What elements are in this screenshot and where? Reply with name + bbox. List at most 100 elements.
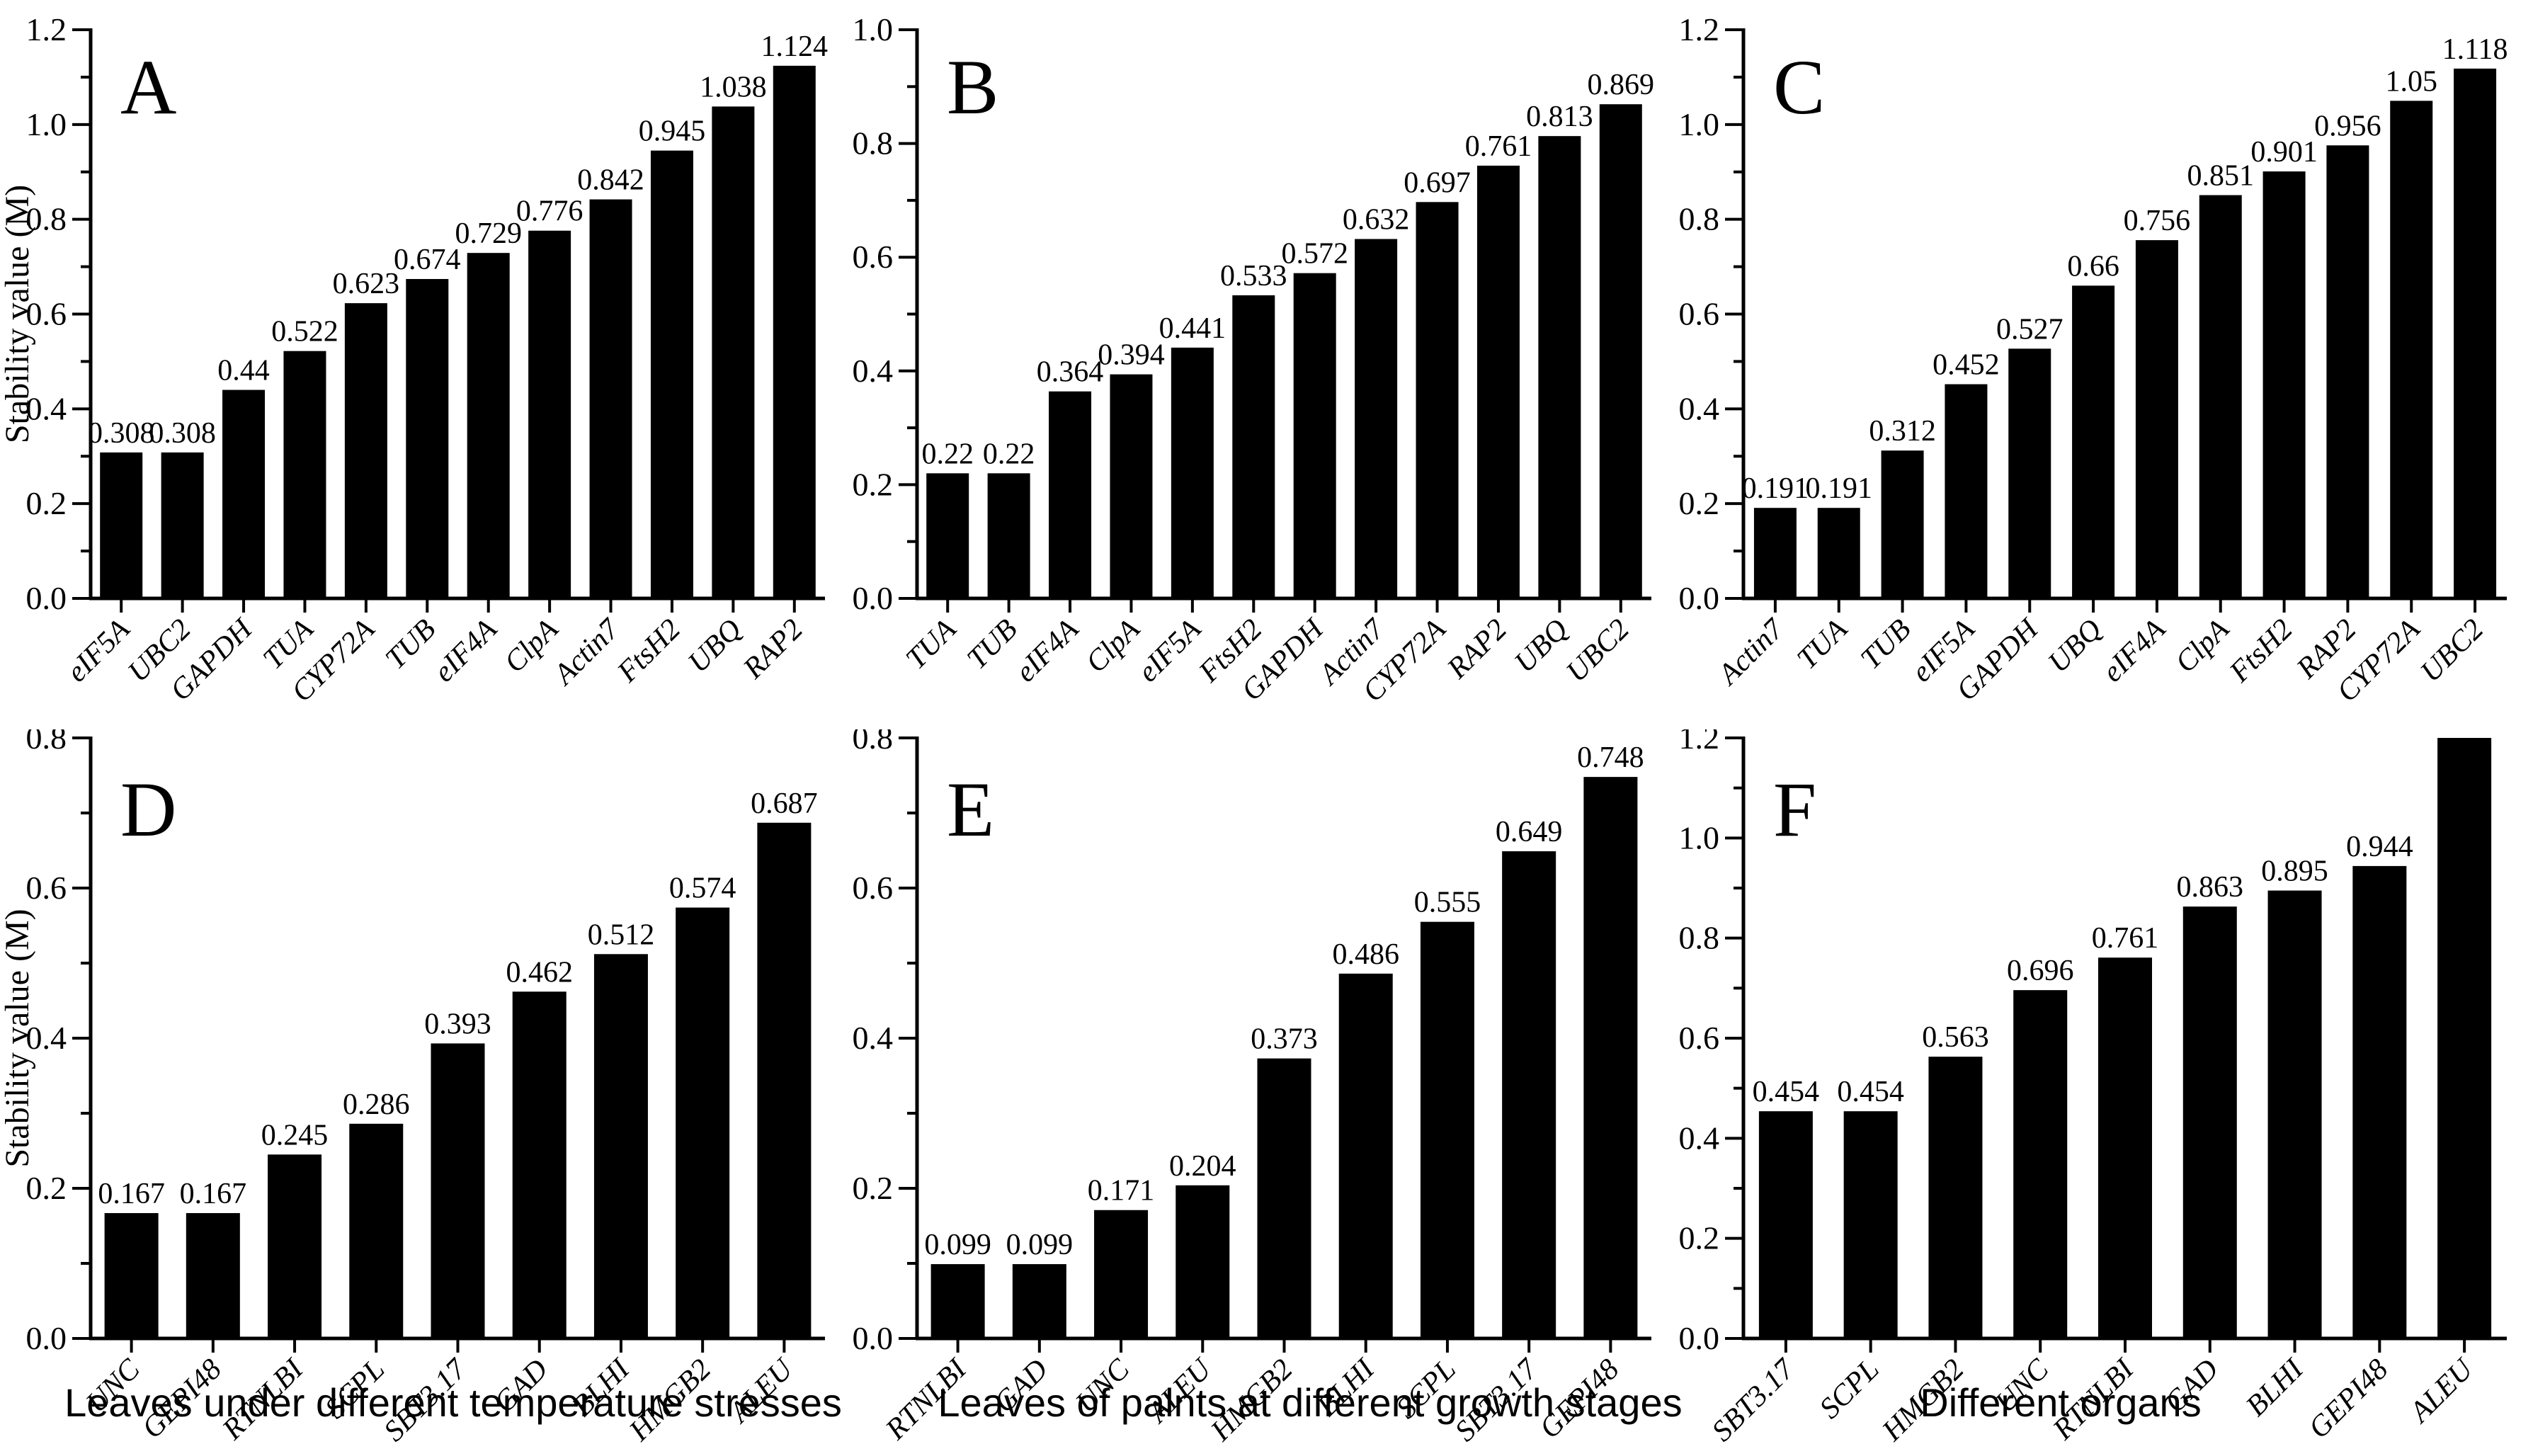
bar-value-label: 0.393 <box>424 1008 491 1040</box>
y-tick-label: 0.6 <box>26 870 67 906</box>
bar-TUB <box>406 278 449 598</box>
bar-HMGB2 <box>1257 1058 1311 1338</box>
bar-SBT3.17 <box>1758 1111 1813 1338</box>
bar-ALEU <box>757 822 812 1338</box>
x-category-label: FtsH2 <box>611 613 687 689</box>
x-category-label: UBQ <box>2042 613 2109 680</box>
bar-HMGB2 <box>1928 1057 1983 1338</box>
y-tick-label: 0.4 <box>26 390 67 426</box>
panel-B: 0.0 0.2 0.4 0.6 0.8 1.0 0.22 TUA 0.22 TUB 0.364 eIF… <box>843 0 1671 729</box>
x-category-label: eIF4A <box>2096 613 2172 688</box>
x-category-label: RAP2 <box>736 613 809 686</box>
bar-value-label: 0.522 <box>271 316 338 348</box>
y-axis-title: Stability value (M) <box>0 185 36 443</box>
x-axis-caption-growth-stages: Leaves of palnts at different growth sta… <box>938 1380 1683 1425</box>
bar-SCPL <box>349 1123 404 1338</box>
y-tick-label: 1.2 <box>1679 11 1720 47</box>
bar-RTNLBI <box>268 1154 322 1338</box>
bar-value-label: 0.563 <box>1922 1021 1989 1054</box>
y-tick-label: 0.2 <box>853 466 894 502</box>
bar-GEPI48 <box>186 1212 240 1338</box>
x-axis-caption-temperature-stresses: Leaves under different temperature stres… <box>64 1380 842 1425</box>
panel-A-chart: 0.00.20.40.60.81.01.20.308eIF5A0.308UBC2… <box>0 11 828 708</box>
bar-HMGB2 <box>676 907 730 1338</box>
bar-UNC <box>104 1212 159 1338</box>
bar-value-label: 0.22 <box>983 438 1035 470</box>
y-tick-label: 0.2 <box>26 485 67 521</box>
bar-value-label: 0.632 <box>1343 204 1410 237</box>
bar-FtsH2 <box>650 150 693 598</box>
bar-value-label: 0.394 <box>1098 339 1165 372</box>
panel-letter: B <box>947 44 998 130</box>
y-tick-label: 0.0 <box>1679 1320 1720 1356</box>
bar-value-label: 0.555 <box>1414 887 1481 919</box>
bar-value-label: 0.204 <box>1169 1150 1236 1183</box>
x-category-label: eIF4A <box>1009 613 1085 688</box>
bar-ALEU <box>2437 738 2492 1338</box>
bar-value-label: 0.22 <box>921 438 974 470</box>
y-tick-label: 0.4 <box>1679 1120 1720 1156</box>
bar-value-label: 0.441 <box>1159 312 1226 345</box>
bar-UBC2 <box>1599 104 1642 598</box>
bar-UBQ <box>1538 136 1581 598</box>
bar-value-label: 0.761 <box>1465 130 1532 163</box>
bar-value-label: 0.454 <box>1753 1076 1820 1108</box>
bar-value-label: 0.674 <box>394 244 461 276</box>
bar-value-label: 0.776 <box>516 195 584 228</box>
panel-C-chart: 0.0 0.2 0.4 0.6 0.8 1.0 1.2 0.191 Actin7 0.191 TUA… <box>1679 11 2508 708</box>
bar-value-label: 0.533 <box>1220 260 1287 292</box>
y-tick-label: 0.4 <box>853 1020 894 1056</box>
bar-UBC2 <box>2454 68 2497 599</box>
bar-value-label: 0.44 <box>217 355 270 387</box>
bar-value-label: 0.527 <box>1996 313 2064 346</box>
bar-value-label: 0.099 <box>1006 1229 1074 1261</box>
panel-letter: C <box>1773 44 1825 130</box>
y-tick-label: 0.0 <box>1679 580 1720 616</box>
y-tick-label: 0.0 <box>26 1320 67 1356</box>
bar-RAP2 <box>2326 145 2369 598</box>
y-tick-label: 1.0 <box>26 106 67 142</box>
bar-value-label: 0.191 <box>1806 472 1873 505</box>
bar-UBQ <box>712 106 755 598</box>
bar-value-label: 0.895 <box>2261 855 2328 888</box>
y-tick-label: 0.8 <box>853 729 894 756</box>
y-tick-label: 0.4 <box>853 353 894 389</box>
bar-TUB <box>987 473 1030 598</box>
y-tick-label: 0.8 <box>853 125 894 161</box>
bar-value-label: 0.462 <box>506 956 573 989</box>
bar-value-label: 0.512 <box>588 918 655 951</box>
bar-value-label: 0.373 <box>1251 1023 1318 1056</box>
bar-RTNLBI <box>930 1264 985 1338</box>
panel-D-chart: 0.00.20.40.60.80.167UNC0.167GEPI480.245R… <box>0 729 825 1448</box>
bar-ClpA <box>1110 374 1153 598</box>
bar-TUA <box>926 473 969 598</box>
bar-value-label: 0.748 <box>1577 741 1644 774</box>
bar-TUA <box>283 351 326 598</box>
bar-UNC <box>1094 1210 1149 1338</box>
bar-RAP2 <box>773 65 816 598</box>
panel-B-chart: 0.00.20.40.60.81.00.22TUA0.22TUB0.364eIF… <box>853 11 1655 708</box>
y-tick-label: 0.6 <box>853 239 894 275</box>
x-axis-caption-different-organs: Different organs <box>1920 1380 2202 1425</box>
bar-value-label: 0.729 <box>455 217 522 250</box>
bar-value-label: 1.118 <box>2442 33 2508 66</box>
bar-value-label: 0.623 <box>333 268 400 300</box>
bar-SCPL <box>1843 1111 1898 1338</box>
bar-GAD <box>1012 1264 1066 1338</box>
bar-value-label: 0.761 <box>2092 922 2159 955</box>
bar-GAD <box>512 991 567 1338</box>
panel-letter: E <box>947 766 994 853</box>
bar-value-label: 0.696 <box>2007 955 2074 987</box>
y-tick-label: 0.8 <box>26 201 67 237</box>
y-tick-label: 0.2 <box>1679 1220 1720 1256</box>
bar-value-label: 0.649 <box>1496 816 1563 848</box>
bar-UNC <box>2013 990 2068 1338</box>
panel-letter: F <box>1773 766 1816 853</box>
bar-UBC2 <box>161 452 204 598</box>
panel-C: 0.0 0.2 0.4 0.6 0.8 1.0 1.2 0.191 Actin7 0.191 TUA… <box>1671 0 2533 729</box>
bar-BLHI <box>593 954 648 1338</box>
bar-value-label: 0.308 <box>88 417 155 450</box>
bar-eIF4A <box>2135 240 2178 598</box>
y-tick-label: 0.4 <box>26 1020 67 1056</box>
x-category-label: eIF5A <box>1132 613 1207 688</box>
